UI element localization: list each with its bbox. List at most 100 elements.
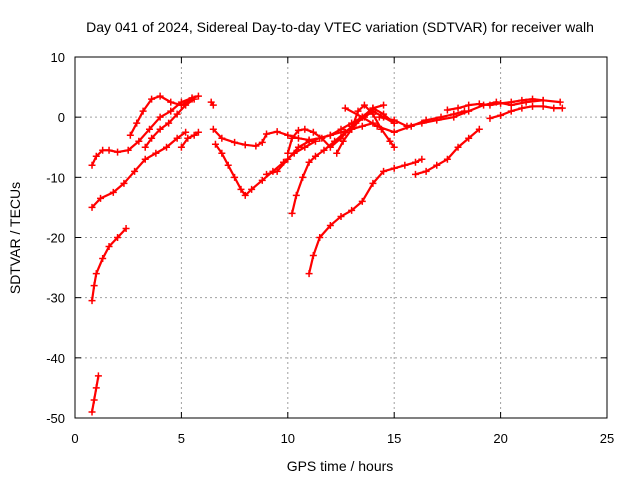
data-point (294, 134, 302, 142)
data-point (497, 99, 505, 107)
data-point (360, 101, 368, 109)
data-point (380, 167, 388, 175)
data-point (184, 134, 192, 142)
data-point (539, 96, 547, 104)
data-point (90, 396, 98, 404)
data-point (167, 98, 175, 106)
data-point (401, 161, 409, 169)
data-point (454, 104, 462, 112)
data-point (194, 128, 202, 136)
data-series (88, 92, 566, 416)
data-point (241, 141, 249, 149)
series-track-20 (486, 102, 566, 122)
data-point (284, 131, 292, 139)
data-point (369, 104, 377, 112)
data-point (556, 98, 564, 106)
data-point (475, 100, 483, 108)
data-point (341, 128, 349, 136)
data-point (209, 101, 217, 109)
data-point (294, 126, 302, 134)
y-tick-label: -30 (46, 291, 65, 306)
data-point (390, 128, 398, 136)
series-track-1 (88, 372, 102, 416)
series-track-10 (211, 137, 319, 199)
data-point (163, 143, 171, 151)
data-point (301, 143, 309, 151)
data-point (433, 116, 441, 124)
data-point (309, 128, 317, 136)
data-point (173, 134, 181, 142)
data-point (518, 96, 526, 104)
data-point (211, 140, 219, 148)
data-point (145, 125, 153, 133)
series-line (307, 158, 423, 275)
data-point (403, 122, 411, 130)
series-track-2 (88, 224, 130, 305)
data-point (218, 134, 226, 142)
data-point (126, 131, 134, 139)
data-point (320, 146, 328, 154)
data-point (348, 125, 356, 133)
series-track-14 (305, 155, 426, 278)
data-point (411, 158, 419, 166)
data-point (558, 104, 566, 112)
data-point (237, 185, 245, 193)
series-track-6 (141, 95, 198, 151)
data-point (465, 107, 473, 115)
data-point (148, 134, 156, 142)
data-point (263, 130, 271, 138)
data-point (105, 146, 113, 154)
data-point (167, 107, 175, 115)
y-tick-label: 10 (51, 50, 65, 65)
x-axis-label: GPS time / hours (287, 458, 394, 474)
data-point (550, 104, 558, 112)
data-point (139, 107, 147, 115)
data-point (465, 101, 473, 109)
data-point (465, 134, 473, 142)
data-point (518, 104, 526, 112)
data-point (177, 143, 185, 151)
data-point (333, 149, 341, 157)
data-point (380, 101, 388, 109)
data-point (182, 101, 190, 109)
data-point (450, 113, 458, 121)
series-line (414, 128, 481, 176)
data-point (475, 125, 483, 133)
data-point (486, 101, 494, 109)
data-point (99, 255, 107, 263)
data-point (284, 149, 292, 157)
data-point (373, 122, 381, 130)
data-point (529, 102, 537, 110)
data-point (358, 122, 366, 130)
data-point (443, 155, 451, 163)
data-point (305, 158, 313, 166)
series-track-16 (348, 101, 398, 151)
data-point (131, 167, 139, 175)
data-point (273, 128, 281, 136)
data-point (390, 143, 398, 151)
y-tick-label: 0 (58, 110, 65, 125)
data-point (273, 167, 281, 175)
data-point (141, 155, 149, 163)
y-tick-label: -20 (46, 231, 65, 246)
x-tick-label: 20 (493, 431, 507, 446)
series-line (90, 374, 100, 414)
data-point (380, 110, 388, 118)
data-point (326, 131, 334, 139)
data-point (339, 137, 347, 145)
data-point (294, 143, 302, 151)
data-point (497, 111, 505, 119)
series-track-18 (375, 96, 564, 130)
y-tick-label: -10 (46, 170, 65, 185)
data-point (173, 110, 181, 118)
data-point (97, 194, 105, 202)
series-track-8 (207, 98, 217, 109)
data-point (326, 221, 334, 229)
grid (75, 57, 607, 418)
data-point (90, 282, 98, 290)
ticks (74, 56, 608, 419)
data-point (231, 138, 239, 146)
data-point (248, 185, 256, 193)
series-track-3 (88, 128, 190, 211)
